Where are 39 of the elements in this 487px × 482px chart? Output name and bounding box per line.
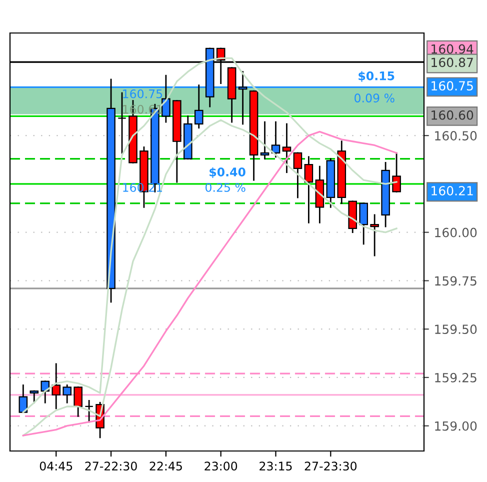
y-tick-label: 159.25 — [435, 372, 476, 382]
x-tick-label: 22:45 — [150, 462, 182, 471]
annotation: 0.09 % — [354, 94, 394, 102]
x-tick-label: 23:15 — [260, 462, 292, 471]
candlestick — [238, 71, 248, 125]
text: 160.94 — [432, 44, 474, 54]
candlestick — [271, 121, 280, 158]
candlestick — [304, 156, 314, 224]
candlestick — [30, 390, 39, 404]
y-tick-label: 159.00 — [435, 421, 477, 431]
candlestick — [194, 84, 204, 129]
text: 160.60 — [432, 110, 474, 120]
annotation: $0.15 — [358, 71, 394, 82]
text: 160.87 — [432, 58, 473, 68]
candlestick — [84, 400, 94, 423]
y-tick-label: 160.00 — [435, 228, 477, 238]
candlestick — [260, 121, 270, 160]
candlestick — [62, 384, 72, 404]
x-tick-label: 04:45 — [40, 462, 72, 471]
x-tick-label: 23:00 — [204, 462, 238, 471]
candlestick — [370, 214, 379, 256]
candlestick — [293, 152, 302, 198]
candlestick — [40, 380, 50, 404]
annotation: 0.25 % — [206, 182, 246, 192]
text: 160.75 — [432, 81, 473, 91]
y-tick-label: 160.50 — [435, 131, 477, 140]
annotation: $0.40 — [210, 167, 246, 178]
candlestick — [392, 152, 401, 192]
candlestick — [52, 363, 61, 410]
x-tick-label: 27-22:30 — [85, 462, 137, 471]
candlestick — [282, 123, 292, 174]
annotation: 160.75 — [123, 89, 162, 98]
candlestick — [162, 74, 170, 123]
candlestick — [74, 386, 82, 417]
candlestick — [359, 202, 368, 245]
x-tick-label: 27-23:30 — [304, 462, 357, 471]
y-tick-label: 159.75 — [435, 276, 476, 286]
y-tick-label: 159.50 — [435, 324, 477, 334]
text: 160.21 — [432, 186, 473, 196]
